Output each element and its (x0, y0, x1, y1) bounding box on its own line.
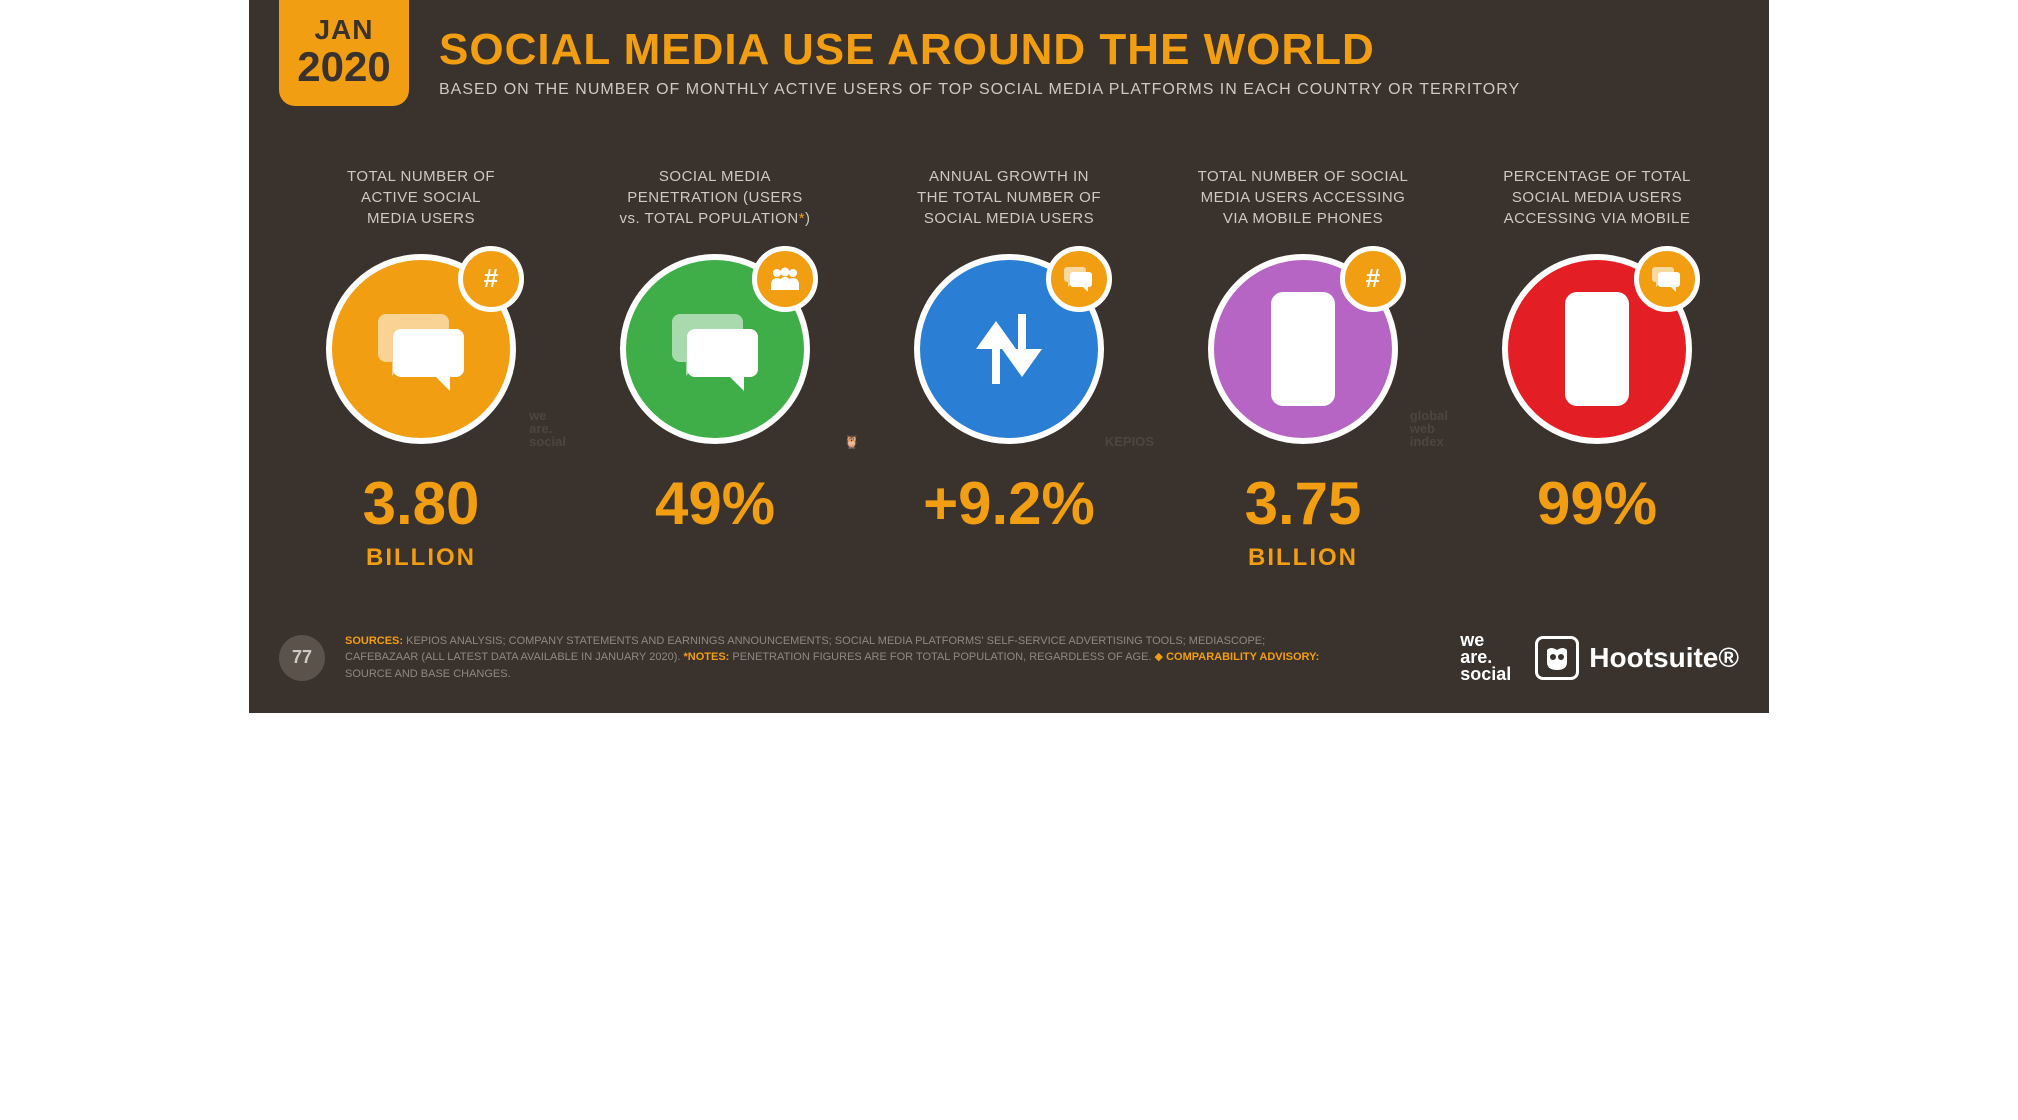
metric-3: TOTAL NUMBER OF SOCIALMEDIA USERS ACCESS… (1161, 166, 1445, 572)
sources-text: SOURCES: KEPIOS ANALYSIS; COMPANY STATEM… (345, 633, 1325, 683)
svg-text:#: # (1366, 264, 1381, 293)
metric-label: PERCENTAGE OF TOTALSOCIAL MEDIA USERSACC… (1503, 166, 1691, 236)
page-number-badge: 77 (279, 635, 325, 681)
metric-icon-wrap (1502, 254, 1692, 444)
header-row: JAN 2020 SOCIAL MEDIA USE AROUND THE WOR… (249, 0, 1769, 106)
footer-row: 77 SOURCES: KEPIOS ANALYSIS; COMPANY STA… (249, 602, 1769, 683)
date-year: 2020 (279, 46, 409, 88)
hootsuite-label: Hootsuite® (1589, 642, 1739, 674)
metric-badge-icon: # (1340, 246, 1406, 312)
metric-label: TOTAL NUMBER OF SOCIALMEDIA USERS ACCESS… (1198, 166, 1409, 236)
slide-title: SOCIAL MEDIA USE AROUND THE WORLD (439, 25, 1739, 75)
metric-label: SOCIAL MEDIAPENETRATION (USERSvs. TOTAL … (619, 166, 810, 236)
metric-badge-icon (752, 246, 818, 312)
metric-icon-wrap: 🦉 (620, 254, 810, 444)
title-block: SOCIAL MEDIA USE AROUND THE WORLD BASED … (439, 25, 1739, 99)
metric-0: TOTAL NUMBER OFACTIVE SOCIALMEDIA USERS … (279, 166, 563, 572)
metric-icon-wrap: #global web index (1208, 254, 1398, 444)
metric-value: 99% (1537, 474, 1657, 534)
date-badge: JAN 2020 (279, 0, 409, 106)
metric-value: 3.80 (363, 474, 480, 534)
watermark-logo: we are. social (529, 409, 566, 448)
metric-label: TOTAL NUMBER OFACTIVE SOCIALMEDIA USERS (347, 166, 495, 236)
metric-label: ANNUAL GROWTH INTHE TOTAL NUMBER OFSOCIA… (917, 166, 1101, 236)
metric-icon-wrap: KEPIOS (914, 254, 1104, 444)
metric-badge-icon (1634, 246, 1700, 312)
metric-badge-icon (1046, 246, 1112, 312)
metrics-row: TOTAL NUMBER OFACTIVE SOCIALMEDIA USERS … (249, 106, 1769, 602)
watermark-logo: 🦉 (844, 435, 860, 448)
owl-icon (1535, 636, 1579, 680)
watermark-logo: global web index (1410, 409, 1448, 448)
metric-unit: BILLION (1248, 544, 1358, 572)
date-month: JAN (279, 14, 409, 46)
metric-2: ANNUAL GROWTH INTHE TOTAL NUMBER OFSOCIA… (867, 166, 1151, 572)
we-are-social-logo: we are. social (1460, 632, 1511, 683)
svg-text:#: # (484, 264, 499, 293)
metric-value: +9.2% (923, 474, 1095, 534)
slide-container: JAN 2020 SOCIAL MEDIA USE AROUND THE WOR… (249, 0, 1769, 713)
hootsuite-logo: Hootsuite® (1535, 636, 1739, 680)
metric-value: 49% (655, 474, 775, 534)
metric-4: PERCENTAGE OF TOTALSOCIAL MEDIA USERSACC… (1455, 166, 1739, 572)
metric-icon-wrap: #we are. social (326, 254, 516, 444)
metric-unit: BILLION (366, 544, 476, 572)
metric-1: SOCIAL MEDIAPENETRATION (USERSvs. TOTAL … (573, 166, 857, 572)
metric-badge-icon: # (458, 246, 524, 312)
footer-logos: we are. social Hootsuite® (1460, 632, 1739, 683)
slide-subtitle: BASED ON THE NUMBER OF MONTHLY ACTIVE US… (439, 81, 1739, 99)
watermark-logo: KEPIOS (1105, 435, 1154, 448)
metric-value: 3.75 (1245, 474, 1362, 534)
